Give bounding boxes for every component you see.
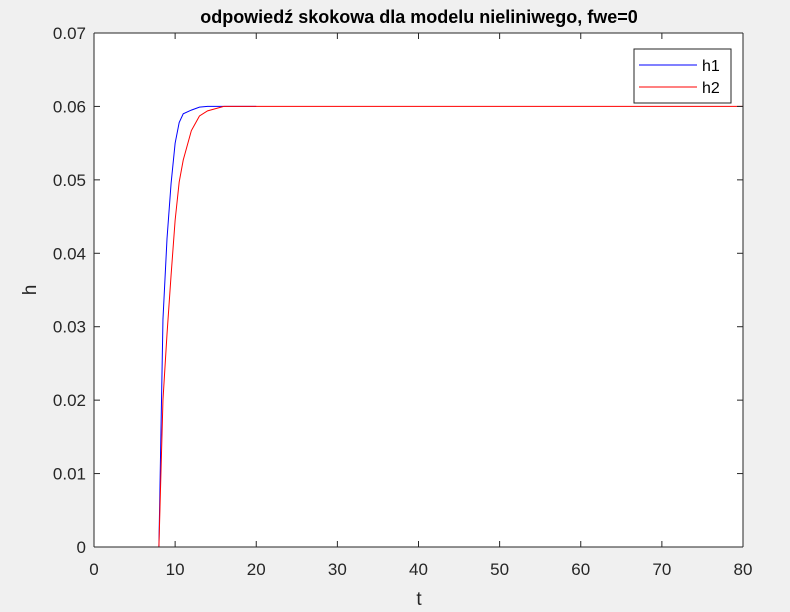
legend-label: h1	[702, 58, 720, 75]
legend-label: h2	[702, 80, 720, 97]
y-axis-label: h	[20, 285, 41, 296]
y-tick-label: 0.05	[53, 171, 86, 190]
chart-title: odpowiedź skokowa dla modelu nieliniwego…	[200, 7, 638, 27]
y-tick-label: 0.07	[53, 24, 86, 43]
x-tick-label: 20	[247, 560, 266, 579]
x-tick-label: 80	[734, 560, 753, 579]
series-line-h2	[94, 105, 743, 548]
y-tick-label: 0.02	[53, 391, 86, 410]
x-tick-label: 10	[166, 560, 185, 579]
y-axis: 0 0.01 0.02 0.03 0.04 0.05 0.06 0.07	[53, 24, 743, 557]
x-axis-label: t	[416, 589, 422, 610]
y-tick-label: 0.04	[53, 244, 86, 263]
series-lines	[94, 105, 743, 548]
series-line-h1	[94, 105, 257, 548]
x-tick-label: 60	[571, 560, 590, 579]
y-tick-label: 0	[77, 538, 86, 557]
x-tick-label: 30	[328, 560, 347, 579]
y-tick-label: 0.01	[53, 465, 86, 484]
x-axis: 0 10 20 30 40 50 60 70 80	[89, 33, 752, 579]
x-tick-label: 40	[409, 560, 428, 579]
x-tick-label: 0	[89, 560, 98, 579]
y-tick-label: 0.03	[53, 318, 86, 337]
legend-box	[633, 48, 732, 104]
plot-area	[94, 33, 743, 547]
x-tick-label: 50	[490, 560, 509, 579]
x-tick-label: 70	[652, 560, 671, 579]
y-tick-label: 0.06	[53, 97, 86, 116]
